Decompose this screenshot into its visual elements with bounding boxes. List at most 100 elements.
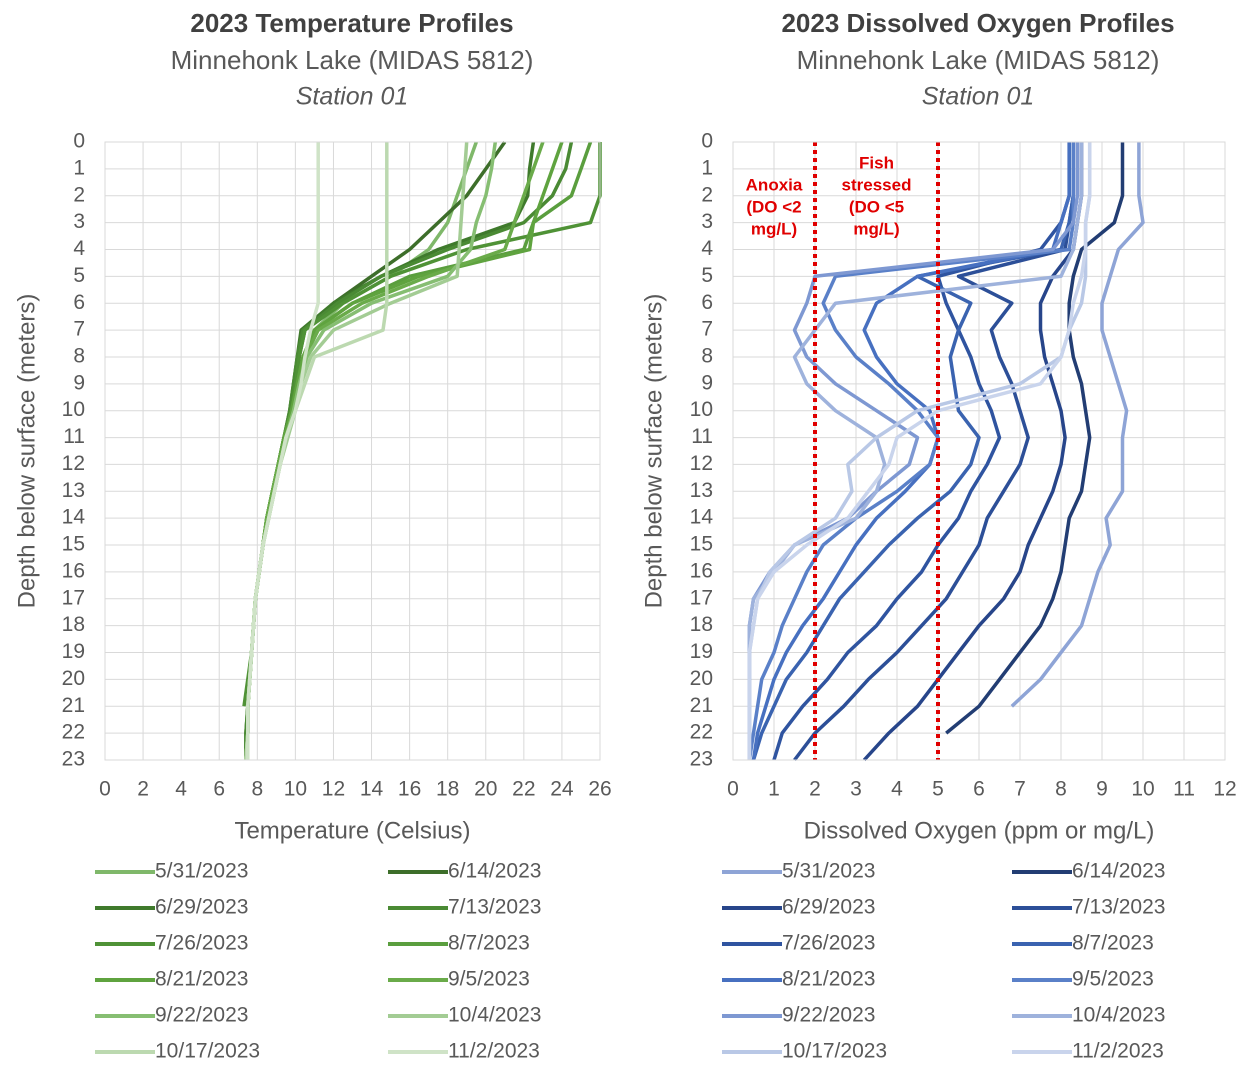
x-tick-label: 12 [322, 778, 345, 801]
y-tick-label: 14 [690, 506, 714, 529]
y-tick-label: 20 [62, 667, 85, 690]
series-line [242, 142, 602, 707]
series-line [244, 141, 574, 760]
series-line [244, 142, 389, 761]
legend-label: 10/4/2023 [448, 1004, 541, 1027]
y-tick-label: 7 [73, 318, 85, 341]
y-tick-label: 7 [701, 318, 713, 341]
y-tick-label: 9 [73, 371, 85, 394]
y-tick-label: 16 [690, 559, 713, 582]
chart-title: 2023 Temperature Profiles [190, 8, 513, 38]
y-tick-label: 13 [62, 479, 85, 502]
y-tick-label: 23 [690, 748, 713, 771]
y-tick-label: 22 [690, 721, 713, 744]
y-tick-label: 23 [62, 748, 85, 771]
y-tick-label: 1 [701, 156, 713, 179]
legend-label: 10/4/2023 [1072, 1004, 1165, 1027]
y-tick-label: 14 [62, 506, 86, 529]
y-tick-label: 3 [701, 210, 713, 233]
y-tick-label: 15 [690, 533, 713, 556]
x-tick-label: 7 [1014, 778, 1026, 801]
legend-label: 5/31/2023 [782, 860, 875, 883]
x-tick-label: 22 [512, 778, 535, 801]
x-tick-label: 4 [175, 778, 187, 801]
y-tick-label: 19 [62, 640, 85, 663]
y-tick-label: 3 [73, 210, 85, 233]
x-tick-label: 20 [474, 778, 497, 801]
x-tick-label: 6 [213, 778, 225, 801]
y-tick-label: 5 [73, 264, 85, 287]
legend-label: 7/26/2023 [782, 932, 875, 955]
legend-label: 11/2/2023 [1072, 1040, 1164, 1063]
reference-label: stressed [842, 175, 912, 194]
y-tick-label: 0 [73, 130, 85, 153]
y-tick-label: 5 [701, 264, 713, 287]
reference-label: (DO <2 [746, 197, 801, 216]
y-tick-label: 21 [62, 694, 85, 717]
y-tick-label: 8 [701, 345, 713, 368]
series-line [244, 141, 564, 761]
y-tick-label: 9 [701, 371, 713, 394]
x-tick-label: 2 [137, 778, 149, 801]
series-line [747, 142, 1092, 760]
x-tick-label: 0 [99, 778, 111, 801]
series-line [747, 142, 1092, 760]
x-tick-label: 24 [550, 778, 574, 801]
legend-label: 7/13/2023 [1072, 896, 1165, 919]
y-tick-label: 21 [690, 694, 713, 717]
x-tick-label: 10 [1131, 778, 1154, 801]
x-tick-label: 6 [973, 778, 985, 801]
y-tick-label: 6 [73, 291, 85, 314]
x-tick-label: 8 [251, 778, 263, 801]
y-tick-label: 17 [690, 586, 713, 609]
reference-label: (DO <5 [849, 197, 904, 216]
x-tick-label: 11 [1173, 778, 1195, 801]
series-line [747, 142, 1080, 760]
x-tick-label: 18 [436, 778, 459, 801]
legend-label: 9/22/2023 [155, 1004, 248, 1027]
legend-label: 10/17/2023 [782, 1040, 887, 1063]
legend-label: 8/7/2023 [448, 932, 530, 955]
series-line [772, 142, 1071, 761]
x-tick-label: 16 [398, 778, 421, 801]
series-line [1010, 142, 1145, 708]
reference-label: mg/L) [853, 219, 899, 238]
legend-label: 9/5/2023 [1072, 968, 1154, 991]
reference-label: Anoxia [746, 175, 803, 194]
legend-label: 8/21/2023 [782, 968, 875, 991]
y-tick-label: 1 [73, 156, 85, 179]
y-tick-label: 10 [690, 398, 713, 421]
x-axis-title: Dissolved Oxygen (ppm or mg/L) [804, 817, 1155, 844]
y-axis-title: Depth below surface (meters) [640, 294, 667, 609]
legend-label: 7/13/2023 [448, 896, 541, 919]
y-tick-label: 11 [691, 425, 713, 448]
x-axis-title: Temperature (Celsius) [234, 817, 470, 844]
legend-label: 6/29/2023 [782, 896, 875, 919]
x-tick-label: 12 [1213, 778, 1236, 801]
x-tick-label: 9 [1096, 778, 1108, 801]
chart-subtitle: Minnehonk Lake (MIDAS 5812) [171, 45, 534, 75]
y-tick-label: 12 [690, 452, 713, 475]
y-tick-label: 17 [62, 586, 85, 609]
chart-station: Station 01 [296, 83, 409, 111]
legend-label: 7/26/2023 [155, 932, 248, 955]
legend-label: 6/14/2023 [1072, 860, 1165, 883]
x-tick-label: 10 [284, 778, 307, 801]
legend-label: 5/31/2023 [155, 860, 248, 883]
x-tick-label: 0 [727, 778, 739, 801]
legend-label: 8/21/2023 [155, 968, 248, 991]
x-tick-label: 3 [850, 778, 862, 801]
y-tick-label: 6 [701, 291, 713, 314]
legend-label: 8/7/2023 [1072, 932, 1154, 955]
y-tick-label: 16 [62, 559, 85, 582]
y-tick-label: 10 [62, 398, 85, 421]
y-tick-label: 13 [690, 479, 713, 502]
y-tick-label: 4 [701, 237, 713, 260]
x-tick-label: 14 [360, 778, 384, 801]
series-line [751, 142, 1071, 761]
legend-label: 9/5/2023 [448, 968, 530, 991]
series-line [751, 142, 1076, 761]
y-tick-label: 15 [62, 533, 85, 556]
series-line [793, 142, 1076, 762]
